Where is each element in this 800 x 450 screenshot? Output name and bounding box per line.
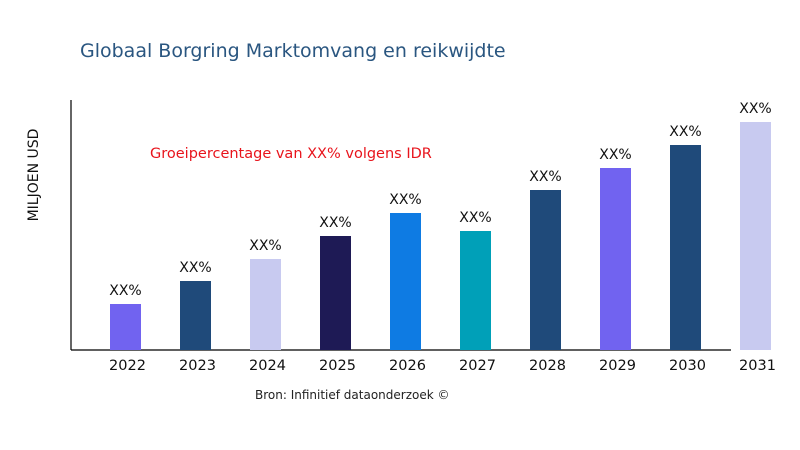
- data-label-2027: XX%: [459, 210, 491, 226]
- x-tick-label-2029: 2029: [599, 358, 636, 374]
- bar-2026: [390, 213, 421, 350]
- data-label-2025: XX%: [319, 215, 351, 231]
- data-label-2030: XX%: [669, 124, 701, 140]
- data-label-2026: XX%: [389, 192, 421, 208]
- data-label-2022: XX%: [109, 283, 141, 299]
- x-tick-label-2030: 2030: [669, 358, 706, 374]
- bar-2024: [250, 259, 281, 350]
- data-label-2023: XX%: [179, 260, 211, 276]
- x-tick-label-2022: 2022: [109, 358, 146, 374]
- x-tick-label-2028: 2028: [529, 358, 566, 374]
- bar-2023: [180, 281, 211, 350]
- bar-2027: [460, 231, 491, 350]
- x-tick-label-2027: 2027: [459, 358, 496, 374]
- data-label-2031: XX%: [739, 101, 771, 117]
- bar-2025: [320, 236, 351, 350]
- x-tick-label-2031: 2031: [739, 358, 776, 374]
- bar-2029: [600, 168, 631, 350]
- x-tick-label-2024: 2024: [249, 358, 286, 374]
- data-label-2024: XX%: [249, 238, 281, 254]
- chart-title: Globaal Borgring Marktomvang en reikwijd…: [80, 40, 506, 62]
- source-note: Bron: Infinitief dataonderzoek ©: [255, 388, 450, 402]
- x-tick-label-2026: 2026: [389, 358, 426, 374]
- x-tick-label-2025: 2025: [319, 358, 356, 374]
- bar-2031: [740, 122, 771, 350]
- data-label-2029: XX%: [599, 147, 631, 163]
- data-label-2028: XX%: [529, 169, 561, 185]
- bar-2030: [670, 145, 701, 350]
- growth-annotation: Groeipercentage van XX% volgens IDR: [150, 146, 432, 162]
- bar-2022: [110, 304, 141, 350]
- x-tick-label-2023: 2023: [179, 358, 216, 374]
- bar-2028: [530, 190, 561, 350]
